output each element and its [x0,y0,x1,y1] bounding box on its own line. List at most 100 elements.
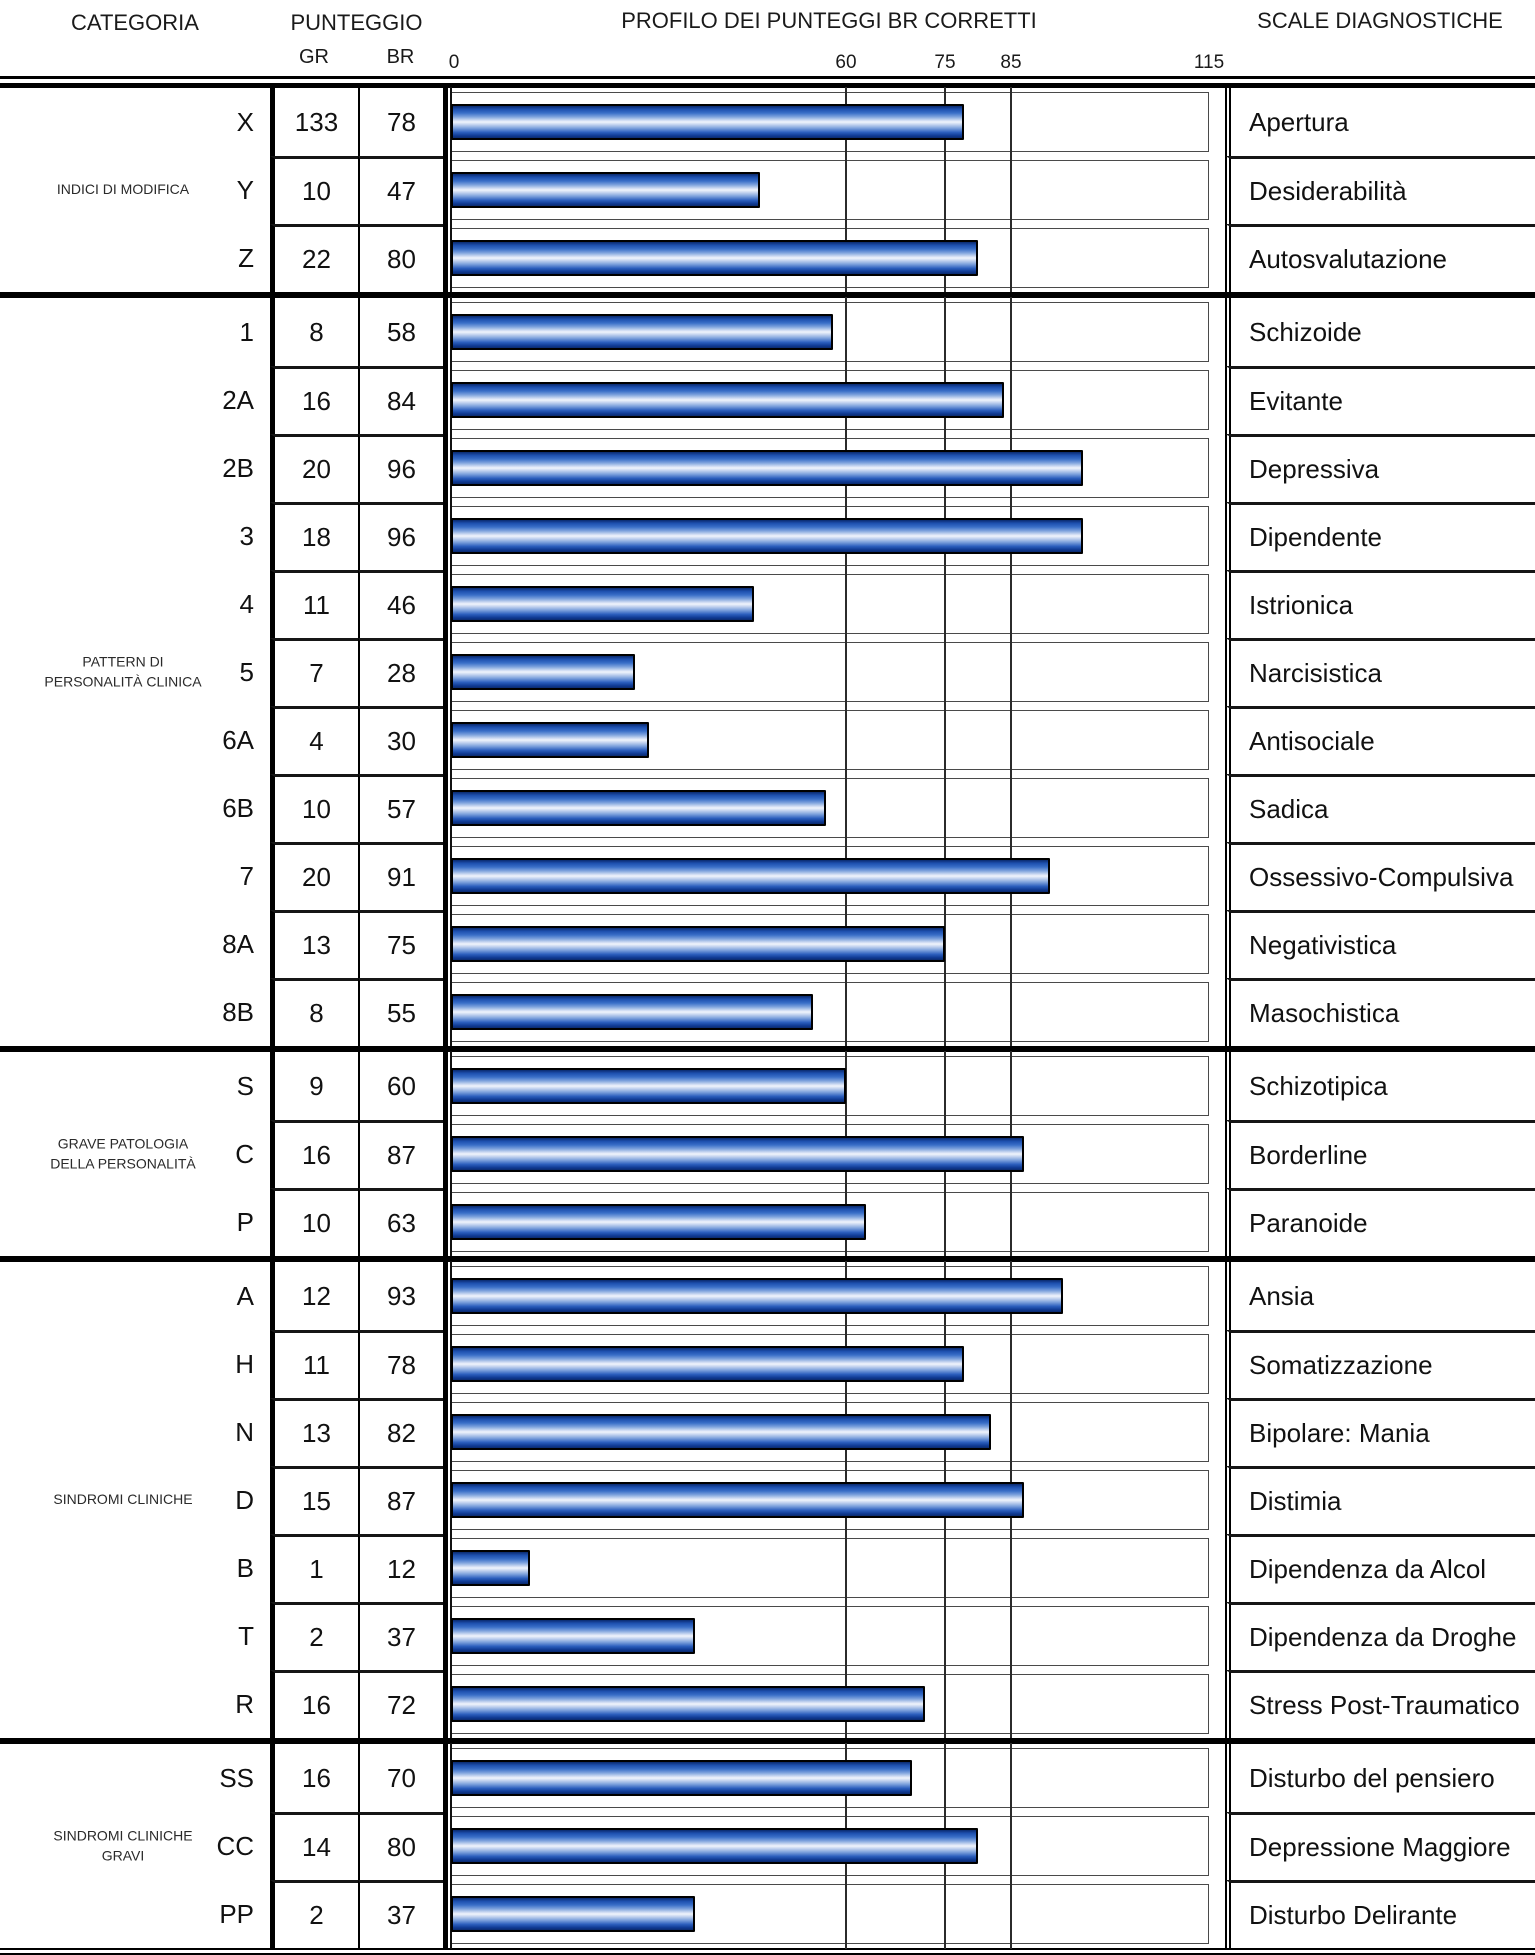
scale-name: Autosvalutazione [1225,224,1535,292]
profile-table-body: INDICI DI MODIFICA X 133 78 Apertura Y 10 47 Des… [0,87,1535,1949]
br-score-bar [451,790,827,826]
scale-code: X [236,106,254,137]
gridline-60 [844,705,847,775]
gridline-60 [844,297,847,367]
table-row: PP 2 37 Disturbo Delirante [0,1879,1535,1949]
plot-box [450,1743,1209,1813]
table-row: 7 20 91 Ossessivo-Compulsiva [0,841,1535,911]
gridline-75 [943,1187,946,1257]
gridline-75 [943,1669,946,1739]
br-bar-cell [443,155,1225,225]
table-row: N 13 82 Bipolare: Mania [0,1397,1535,1467]
gr-value: 16 [270,1120,358,1188]
br-score-bar [451,104,965,140]
gridline-60 [844,1533,847,1603]
gridline-60 [844,773,847,843]
br-score-bar [451,1136,1024,1172]
column-header-categoria: CATEGORIA [71,10,199,35]
br-score-bar [451,1414,991,1450]
scale-name: Paranoide [1225,1188,1535,1256]
scale-code: A [236,1280,254,1311]
axis-tick-label: 115 [1193,52,1225,73]
scale-code: 4 [239,588,254,619]
gr-value: 16 [270,1744,358,1812]
plot-box [450,1119,1209,1189]
plot-box [450,223,1209,293]
table-row: P 10 63 Paranoide [0,1187,1535,1257]
top-rule [0,76,1535,88]
plot-box [450,433,1209,503]
plot-box [450,1533,1209,1603]
table-row: C 16 87 Borderline [0,1119,1535,1189]
table-row: 8B 8 55 Masochistica [0,977,1535,1047]
plot-box [450,1329,1209,1399]
br-score-bar [451,1278,1064,1314]
scale-name: Schizotipica [1225,1052,1535,1120]
br-bar-cell [443,1329,1225,1399]
scale-code: 2A [222,384,254,415]
br-value: 60 [358,1052,443,1120]
gr-value: 1 [270,1534,358,1602]
column-header-br: BR [386,46,415,68]
gridline-85 [1009,155,1012,225]
scale-name: Narcisistica [1225,638,1535,706]
table-row: D 15 87 Distimia [0,1465,1535,1535]
br-score-bar [451,314,833,350]
gr-value: 8 [270,298,358,366]
category-section: INDICI DI MODIFICA X 133 78 Apertura Y 10 47 Des… [0,87,1535,293]
scale-code: 6A [222,724,254,755]
plot-box [450,569,1209,639]
br-value: 78 [358,1330,443,1398]
br-bar-cell [443,705,1225,775]
br-value: 58 [358,298,443,366]
gridline-85 [1009,1601,1012,1671]
table-row: CC 14 80 Depressione Maggiore [0,1811,1535,1881]
gridline-75 [943,977,946,1047]
br-value: 87 [358,1466,443,1534]
gr-value: 13 [270,1398,358,1466]
gridline-75 [943,569,946,639]
br-value: 91 [358,842,443,910]
gr-value: 20 [270,842,358,910]
plot-box [450,501,1209,571]
br-value: 82 [358,1398,443,1466]
gr-value: 2 [270,1880,358,1948]
bottom-rule [0,1948,1535,1955]
table-row: 5 7 28 Narcisistica [0,637,1535,707]
br-value: 75 [358,910,443,978]
gridline-85 [1009,1329,1012,1399]
br-value: 84 [358,366,443,434]
gr-value: 20 [270,434,358,502]
gridline-60 [844,1051,847,1121]
scale-name: Stress Post-Traumatico [1225,1670,1535,1738]
plot-box [450,1397,1209,1467]
br-bar-cell [443,1051,1225,1121]
br-bar-cell [443,1811,1225,1881]
gridline-75 [943,773,946,843]
gridline-85 [1009,977,1012,1047]
category-label: SINDROMI CLINICHE GRAVI [53,1827,193,1863]
gr-value: 16 [270,1670,358,1738]
table-row: 1 8 58 Schizoide [0,297,1535,367]
table-row: SS 16 70 Disturbo del pensiero [0,1743,1535,1813]
axis-tick-label: 0 [448,52,460,73]
plot-box [450,977,1209,1047]
scale-name: Schizoide [1225,298,1535,366]
gr-value: 10 [270,774,358,842]
gr-value: 15 [270,1466,358,1534]
plot-box [450,1051,1209,1121]
column-header-gr: GR [299,46,329,68]
br-value: 87 [358,1120,443,1188]
gridline-60 [844,569,847,639]
gridline-75 [943,705,946,775]
scale-name: Desiderabilità [1225,156,1535,224]
br-value: 57 [358,774,443,842]
br-bar-cell [443,87,1225,157]
br-value: 72 [358,1670,443,1738]
gr-value: 9 [270,1052,358,1120]
br-bar-cell [443,1119,1225,1189]
gr-value: 14 [270,1812,358,1880]
br-score-bar [451,1828,978,1864]
gr-value: 10 [270,1188,358,1256]
br-value: 93 [358,1262,443,1330]
